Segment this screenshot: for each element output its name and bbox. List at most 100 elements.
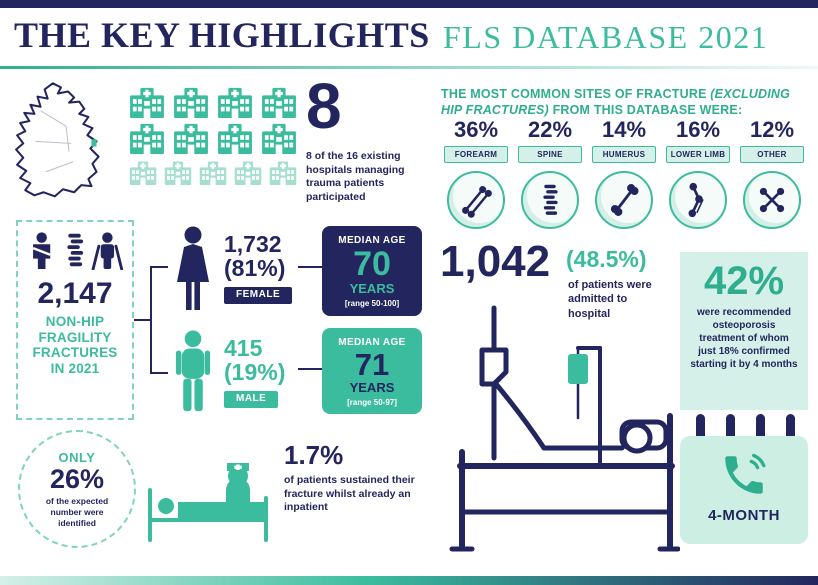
median-age-value: 70 <box>353 245 391 283</box>
fracture-percent: 36% <box>453 117 499 142</box>
fracture-site-spine: 22% SPINE <box>515 117 585 230</box>
page-subtitle: FLS DATABASE 2021 <box>443 19 769 55</box>
female-median-age-box: MEDIAN AGE 70 YEARS [range 50-100] <box>322 226 422 316</box>
connector-line <box>298 368 322 370</box>
years-label: YEARS <box>349 380 395 395</box>
hospital-bed-traction-icon <box>432 296 681 569</box>
heading-start: THE MOST COMMON SITES OF FRACTURE <box>441 87 711 101</box>
hospital-icon-light <box>163 160 193 185</box>
followup-label: 4-MONTH <box>708 507 780 524</box>
male-median-age-box: MEDIAN AGE 71 YEARS [range 50-97] <box>322 328 422 414</box>
female-badge: FEMALE <box>224 287 293 304</box>
bottom-border-bar <box>0 576 818 585</box>
fracture-patient-icons <box>18 230 132 275</box>
connector-line <box>298 266 322 268</box>
hospital-icon-grid <box>128 86 300 185</box>
fracture-site-forearm: 36% FOREARM <box>441 117 511 230</box>
heading-italic: (EXCLUDING HIP FRACTURES) <box>441 87 791 118</box>
median-age-label: MEDIAN AGE <box>338 337 406 348</box>
hospital-icon <box>172 86 210 118</box>
hospital-icon <box>216 122 254 154</box>
arm-sling-person-icon <box>36 232 47 243</box>
treatment-panel: 42% were recommended osteoporosis treatm… <box>680 252 808 410</box>
fragility-label: NON-HIP FRAGILITY FRACTURES IN 2021 <box>32 314 118 376</box>
connector-line <box>134 319 150 321</box>
fragility-number: 2,147 <box>37 277 113 310</box>
female-percent: (81%) <box>224 255 286 282</box>
header-divider <box>0 66 818 69</box>
hospitals-number: 8 <box>306 70 342 142</box>
fracture-label: SPINE <box>518 146 582 164</box>
median-age-value: 71 <box>354 347 390 382</box>
connector-line <box>150 266 152 374</box>
hospital-row <box>128 86 300 118</box>
fracture-label: HUMERUS <box>592 146 656 164</box>
identified-caption: of the expected number were identified <box>45 496 109 528</box>
fracture-sites-heading: THE MOST COMMON SITES OF FRACTURE (EXCLU… <box>441 86 813 119</box>
only-label: ONLY <box>58 450 96 465</box>
hospital-row-light <box>128 160 300 185</box>
fracture-percent: 12% <box>749 117 795 142</box>
fracture-label: FOREARM <box>444 146 508 164</box>
inpatient-bed-icon <box>142 446 274 549</box>
fracture-percent: 22% <box>527 117 573 142</box>
four-month-calendar: 4-MONTH <box>680 414 808 546</box>
median-age-label: MEDIAN AGE <box>338 235 406 246</box>
calendar-ring-icon <box>786 414 795 444</box>
hospital-icon-light <box>268 160 298 185</box>
hospital-icon-light <box>198 160 228 185</box>
female-icon <box>170 226 216 317</box>
forearm-bone-icon <box>447 171 505 230</box>
admitted-caption: of patients were admitted to hospital <box>568 279 652 320</box>
fragility-fractures-panel: 2,147 NON-HIP FRAGILITY FRACTURES IN 202… <box>16 220 134 420</box>
hospitals-caption: 8 of the 16 existing hospitals managing … <box>306 150 405 203</box>
treatment-percent: 42% <box>703 259 785 303</box>
fracture-site-other: 12% OTHER <box>737 117 807 230</box>
ireland-map-icon <box>10 80 122 223</box>
admitted-number: 1,042 <box>440 237 551 286</box>
other-bones-icon <box>743 171 801 230</box>
hospital-icon <box>260 86 298 118</box>
calendar-ring-icon <box>726 414 735 444</box>
hospital-icon <box>260 122 298 154</box>
calendar-ring-icon <box>756 414 765 444</box>
inpatient-caption: of patients sustained their fracture whi… <box>284 474 415 514</box>
identified-percent: 26% <box>49 464 105 494</box>
treatment-caption: were recommended osteoporosis treatment … <box>690 307 798 370</box>
lower-limb-bone-icon <box>669 171 727 230</box>
male-stats: 415 (19%) MALE <box>224 336 285 408</box>
hospital-icon <box>216 86 254 118</box>
top-border-bar <box>0 0 818 8</box>
hospital-row <box>128 122 300 154</box>
phone-call-icon <box>725 453 766 494</box>
fracture-site-lower-limb: 16% LOWER LIMB <box>663 117 733 230</box>
male-badge: MALE <box>224 391 279 408</box>
humerus-bone-icon <box>595 171 653 230</box>
fracture-percent: 14% <box>601 117 647 142</box>
connector-line <box>150 266 168 268</box>
years-label: YEARS <box>349 281 395 296</box>
hospital-icon <box>128 86 166 118</box>
male-percent: (19%) <box>224 359 286 386</box>
hospital-icon-light <box>233 160 263 185</box>
inpatient-percent: 1.7% <box>284 440 344 470</box>
fracture-label: LOWER LIMB <box>666 146 730 164</box>
male-icon <box>172 330 214 419</box>
female-stats: 1,732 (81%) FEMALE <box>224 231 293 304</box>
fracture-site-humerus: 14% HUMERUS <box>589 117 659 230</box>
page-title: THE KEY HIGHLIGHTS <box>14 15 430 55</box>
fracture-label: OTHER <box>740 146 804 164</box>
hospital-icon <box>128 122 166 154</box>
identified-circle: ONLY 26% of the expected number were ide… <box>18 430 136 548</box>
hospital-icon <box>172 122 210 154</box>
male-number: 415 <box>224 335 263 361</box>
heading-end: FROM THIS DATABASE WERE: <box>548 103 743 118</box>
hospital-icon-light <box>128 160 158 185</box>
age-range: [range 50-97] <box>347 398 397 407</box>
calendar-ring-icon <box>696 414 705 444</box>
connector-line <box>150 372 168 374</box>
calendar-card: 4-MONTH <box>680 436 808 544</box>
age-range: [range 50-100] <box>344 299 400 308</box>
female-number: 1,732 <box>224 231 282 257</box>
